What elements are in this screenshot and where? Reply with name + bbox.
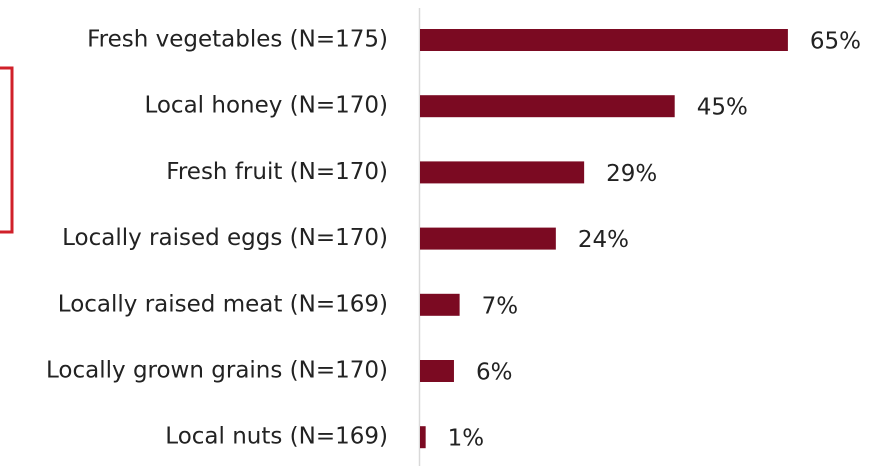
bar xyxy=(420,227,556,250)
value-label: 6% xyxy=(476,360,512,386)
bar xyxy=(420,360,454,382)
category-label: Local honey (N=170) xyxy=(144,93,388,119)
highlight-box xyxy=(0,66,14,234)
bar xyxy=(420,95,675,118)
category-label: Locally grown grains (N=170) xyxy=(46,358,388,384)
value-label: 45% xyxy=(697,95,748,121)
category-label: Locally raised eggs (N=170) xyxy=(62,225,388,251)
category-label: Fresh vegetables (N=175) xyxy=(87,27,388,53)
bar xyxy=(420,426,426,449)
category-label: Local nuts (N=169) xyxy=(165,424,388,450)
category-label: Locally raised meat (N=169) xyxy=(58,291,388,317)
value-label: 65% xyxy=(810,29,861,55)
bar xyxy=(420,293,460,316)
value-label: 24% xyxy=(578,227,629,253)
bar xyxy=(420,161,585,184)
value-label: 1% xyxy=(448,426,485,452)
category-label: Fresh fruit (N=170) xyxy=(166,159,388,185)
bar xyxy=(420,29,788,51)
value-label: 29% xyxy=(606,161,657,187)
value-label: 7% xyxy=(482,293,519,319)
